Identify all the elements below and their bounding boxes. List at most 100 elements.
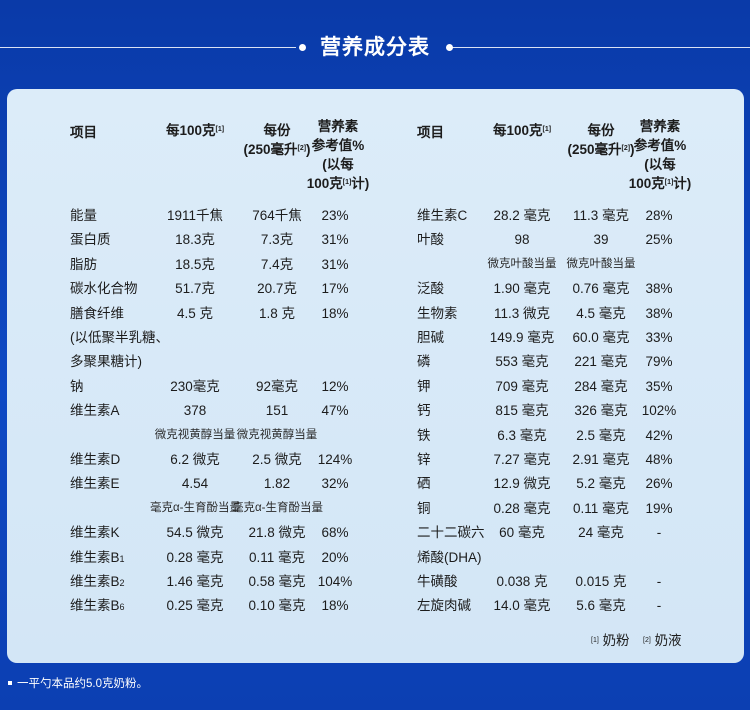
right-row-9-per100: 6.3 毫克: [497, 427, 547, 443]
left-header-per100: 每100克[1]: [155, 121, 235, 140]
right-row-11-nrv: 26%: [645, 476, 673, 492]
footnote-bullet: [8, 680, 12, 685]
right-row-1-per100: 98: [514, 232, 530, 248]
right-row-15-name: 牛磺酸: [417, 574, 458, 589]
left-header-nrv-line2: 参考值%: [311, 138, 365, 153]
right-row-8-name: 钙: [417, 403, 431, 419]
right-row-7-nrv: 35%: [645, 378, 673, 394]
left-row-3-name: 碳水化合物: [70, 281, 138, 297]
left-row-14-serving: 0.11 毫克: [248, 549, 306, 565]
right-row-16-serving: 5.6 毫克: [576, 598, 626, 614]
left-header-serving-close: ): [306, 142, 311, 157]
footnote-text: 一平勺本品约5.0克奶粉。: [17, 678, 148, 690]
title-bar: 营养成分表: [0, 33, 750, 63]
right-row-5-serving: 60.0 毫克: [572, 330, 630, 345]
right-row-6-per100: 553 毫克: [495, 354, 549, 370]
right-row-1-serving: 39: [593, 232, 609, 248]
legend-text-1: 奶粉: [602, 633, 630, 648]
right-header-nrv-line4: 100克[1]计): [627, 174, 693, 193]
left-row-3-nrv: 17%: [321, 281, 349, 297]
left-row-14-nrv: 20%: [321, 549, 349, 565]
left-row-1-name: 蛋白质: [70, 232, 111, 248]
left-header-nrv-line4-sup: [1]: [342, 179, 352, 186]
left-row-6-name: 多聚果糖计): [70, 354, 142, 370]
left-row-2-per100: 18.5克: [175, 256, 215, 272]
title-dot-left: [299, 44, 306, 51]
left-row-16-serving: 0.10 毫克: [248, 598, 306, 614]
left-row-4-serving: 1.8 克: [258, 305, 296, 321]
right-row-4-per100: 11.3 微克: [493, 305, 551, 321]
footnote: 一平勺本品约5.0克奶粉。: [8, 676, 148, 692]
legend-item-liquid: [2] 奶液: [643, 629, 682, 653]
right-row-16-nrv: -: [656, 598, 662, 614]
legend-text-2: 奶液: [654, 633, 682, 648]
left-row-1-per100: 18.3克: [175, 232, 215, 248]
left-row-4-nrv: 18%: [321, 305, 349, 321]
right-header-per100: 每100克[1]: [482, 121, 562, 140]
left-row-0-serving: 764千焦: [252, 208, 302, 223]
right-row-0-serving: 11.3 毫克: [572, 208, 630, 223]
left-row-7-name: 钠: [70, 378, 84, 394]
right-row-15-nrv: -: [656, 574, 662, 589]
left-header-per100-text: 每100克: [165, 123, 216, 138]
right-row-1-nrv: 25%: [645, 232, 673, 248]
left-row-0-nrv: 23%: [321, 208, 349, 223]
left-header-nrv-line1: 营养素: [317, 119, 359, 134]
right-row-10-serving: 2.91 毫克: [572, 452, 630, 467]
title-line-right: [452, 47, 750, 48]
legend-mark-1: [1]: [591, 637, 599, 644]
left-row-2-nrv: 31%: [321, 256, 349, 272]
legend-item-powder: [1] 奶粉: [591, 629, 630, 653]
right-row-4-name: 生物素: [417, 305, 458, 321]
right-row-6-name: 磷: [417, 354, 431, 370]
left-row-15-serving: 0.58 毫克: [248, 574, 306, 589]
right-row-3-name: 泛酸: [417, 281, 444, 297]
left-row-7-nrv: 12%: [321, 378, 349, 394]
right-row-0-nrv: 28%: [645, 208, 673, 223]
right-row-1-name: 叶酸: [417, 232, 444, 248]
right-row-12-per100: 0.28 毫克: [493, 500, 551, 516]
right-header-serving-close: ): [630, 142, 635, 157]
left-row-11-per100: 4.54: [181, 476, 209, 492]
title-line-left: [0, 47, 296, 48]
left-row-13-name: 维生素K: [70, 525, 120, 541]
left-row-15-name-sub: 2: [119, 578, 125, 588]
left-row-12-per100: 毫克α-生育酚当量: [150, 501, 241, 514]
left-header-serving-line2: (250毫升[2]): [237, 140, 317, 159]
left-row-8-nrv: 47%: [321, 403, 349, 419]
right-row-13-nrv: -: [656, 525, 662, 541]
right-row-6-serving: 221 毫克: [574, 354, 628, 370]
right-row-2-serving: 微克叶酸当量: [566, 257, 636, 270]
nutrition-card: 项目 每100克[1] 每份 (250毫升[2]) 营养素 参考值% (以每 1…: [7, 89, 744, 663]
right-header-item: 项目: [417, 125, 444, 140]
left-row-0-per100: 1911千焦: [166, 208, 224, 223]
left-row-1-serving: 7.3克: [260, 232, 294, 248]
right-row-13-name: 二十二碳六: [417, 525, 485, 541]
left-row-15-name: 维生素B2: [70, 574, 125, 589]
right-row-3-nrv: 38%: [645, 281, 673, 297]
left-row-8-per100: 378: [183, 403, 207, 419]
left-row-3-per100: 51.7克: [175, 281, 215, 297]
left-row-9-per100: 微克视黄醇当量: [154, 428, 236, 441]
right-row-10-nrv: 48%: [645, 452, 673, 467]
left-row-4-name: 膳食纤维: [70, 305, 124, 321]
right-row-3-per100: 1.90 毫克: [493, 281, 551, 297]
left-row-10-serving: 2.5 微克: [252, 452, 302, 467]
right-header-per100-sup: [1]: [542, 126, 552, 133]
right-row-12-name: 铜: [417, 500, 431, 516]
left-row-12-serving: 毫克α-生育酚当量: [232, 501, 323, 514]
right-row-7-serving: 284 毫克: [574, 378, 628, 394]
right-row-12-serving: 0.11 毫克: [572, 500, 630, 516]
left-row-7-serving: 92毫克: [255, 378, 299, 394]
left-header-nrv-line4: 100克[1]计): [305, 174, 371, 193]
right-row-8-serving: 326 毫克: [574, 403, 628, 419]
right-row-16-name: 左旋肉碱: [417, 598, 471, 614]
left-row-11-nrv: 32%: [321, 476, 349, 492]
left-row-11-name: 维生素E: [70, 476, 120, 492]
left-row-16-nrv: 18%: [321, 598, 349, 614]
right-row-9-serving: 2.5 毫克: [576, 427, 626, 443]
left-row-10-per100: 6.2 微克: [170, 452, 220, 467]
right-row-7-name: 钾: [417, 378, 431, 394]
right-header-nrv-line4-b: 计): [673, 176, 692, 191]
left-row-14-name-sub: 1: [119, 553, 125, 564]
